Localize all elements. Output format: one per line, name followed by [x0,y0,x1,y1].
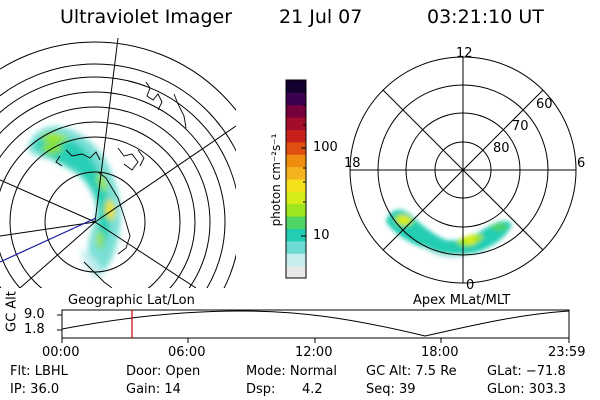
apex-mlt-lines [350,57,576,283]
colorbar-tick-100: 100 [313,140,338,155]
geo-latitude-circles [0,41,236,288]
gain-value: Gain: 14 [126,382,181,397]
xtick-1800: 18:00 [421,345,459,360]
mlt-label-18: 18 [344,156,361,171]
mlat-label-60: 60 [536,97,553,112]
geo-blue-line [0,217,97,263]
altitude-ytick-9: 9.0 [24,307,45,322]
colorbar-segment [286,80,306,93]
colorbar-segment [286,216,306,229]
glon-value: GLon: 303.3 [487,382,567,397]
colorbar-segment [286,191,306,205]
glat-value: GLat: −71.8 [487,364,566,379]
instrument-title: Ultraviolet Imager [60,6,233,28]
apex-aurora-emission [386,209,512,259]
apex-map [349,56,577,284]
colorbar-segment [286,253,306,267]
xtick-0600: 06:00 [168,345,206,360]
mlat-label-80: 80 [493,141,510,156]
xtick-0000: 00:00 [42,345,80,360]
geographic-map [0,38,236,288]
colorbar-segment [286,203,306,217]
colorbar-segment [286,154,306,168]
date-label: 21 Jul 07 [279,6,363,28]
colorbar-segment [286,117,306,130]
mlt-label-12: 12 [456,46,473,61]
apex-panel-label: Apex MLat/MLT [413,293,511,308]
mlt-label-0: 0 [466,278,475,293]
colorbar-segment [286,92,306,106]
colorbar-unit-label: photon cm⁻²s⁻¹ [269,133,283,227]
door-status: Door: Open [126,364,201,379]
colorbar-ticks [285,79,307,279]
altitude-plot-frame [61,309,570,339]
geographic-panel-label: Geographic Lat/Lon [68,293,195,308]
filter-value: Flt: LBHL [10,364,68,379]
altitude-curve [61,310,570,337]
mlt-label-6: 6 [577,156,586,171]
colorbar-segment [286,228,306,242]
dsp-label: Dsp: [246,382,276,397]
colorbar-segment [286,179,306,192]
altitude-ytick-1-8: 1.8 [24,322,45,337]
colorbar-segment [286,141,306,155]
altitude-ylabel: GC Alt [4,291,20,332]
colorbar-segment [286,265,306,279]
altitude-plot [57,309,570,343]
colorbar-segment [286,166,306,180]
xtick-2359: 23:59 [548,345,586,360]
colorbar-tick-10: 10 [313,228,330,243]
colorbar-segment [286,129,306,143]
geo-aurora-emission [28,126,121,278]
seq-value: Seq: 39 [366,382,416,397]
colorbar-segment [286,104,306,118]
geo-coastlines [55,81,187,288]
gc-alt-value: GC Alt: 7.5 Re [366,364,457,379]
ip-value: IP: 36.0 [10,382,60,397]
mlat-label-70: 70 [512,119,529,134]
colorbar [286,80,306,279]
altitude-ticks [57,314,570,343]
geo-meridians [0,38,236,288]
colorbar-segment [286,240,306,254]
mode-value: Mode: Normal [246,364,337,379]
xtick-1200: 12:00 [295,345,333,360]
dsp-value: 4.2 [302,382,323,397]
time-label: 03:21:10 UT [427,6,544,28]
